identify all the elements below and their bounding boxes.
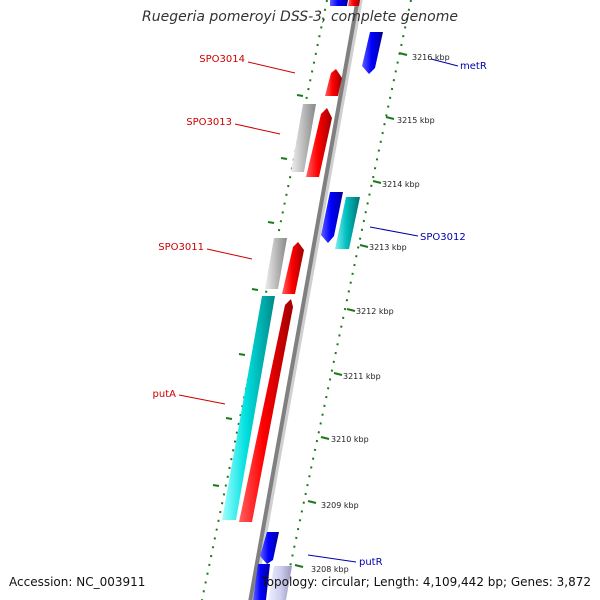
kbp-label-3211: 3211 kbp [343,372,381,381]
gene-SPO3013[interactable] [306,108,332,177]
topology-summary: Topology: circular; Length: 4,109,442 bp… [261,575,591,589]
kbp-label-3208: 3208 kbp [311,565,349,574]
gene-bottom-blue[interactable] [253,564,270,600]
gene-bottom-lavender[interactable] [268,566,292,600]
kbp-label-3210: 3210 kbp [331,435,369,444]
gene-SPO3011-pseudo[interactable] [265,238,287,289]
label-SPO3012[interactable]: SPO3012 [420,232,466,243]
label-leaders [178,58,459,563]
kbp-label-3209: 3209 kbp [321,501,359,510]
gene-top-partial-red[interactable] [348,0,360,6]
label-metR[interactable]: metR [460,61,487,72]
kbp-label-3212: 3212 kbp [356,307,394,316]
outer-tick-ring [282,0,412,600]
gene-putA[interactable] [222,296,275,520]
gene-SPO3012-blue[interactable] [321,192,343,243]
kbp-label-3214: 3214 kbp [382,180,420,189]
label-putR[interactable]: putR [359,557,383,568]
label-putA[interactable]: putA [153,389,177,400]
gene-putR[interactable] [260,532,279,564]
kbp-label-3213: 3213 kbp [369,243,407,252]
accession-label: Accession: NC_003911 [9,575,146,589]
label-SPO3013[interactable]: SPO3013 [186,117,232,128]
kbp-label-3215: 3215 kbp [397,116,435,125]
kbp-ticks [294,52,408,568]
label-SPO3011[interactable]: SPO3011 [158,242,204,253]
genome-backbone [248,0,360,600]
gene-SPO3011[interactable] [282,242,304,294]
gene-putA-adjacent[interactable] [239,299,293,522]
gene-top-partial-blue[interactable] [330,0,348,6]
label-SPO3014[interactable]: SPO3014 [199,54,245,65]
gene-metR[interactable] [362,32,383,74]
map-title: Ruegeria pomeroyi DSS-3, complete genome [142,9,458,25]
gene-SPO3014[interactable] [325,69,342,96]
gene-SPO3012[interactable] [335,197,360,249]
inner-ring-ticks [212,94,304,487]
gene-SPO3013-pseudo[interactable] [291,104,316,172]
kbp-label-3216: 3216 kbp [412,53,450,62]
